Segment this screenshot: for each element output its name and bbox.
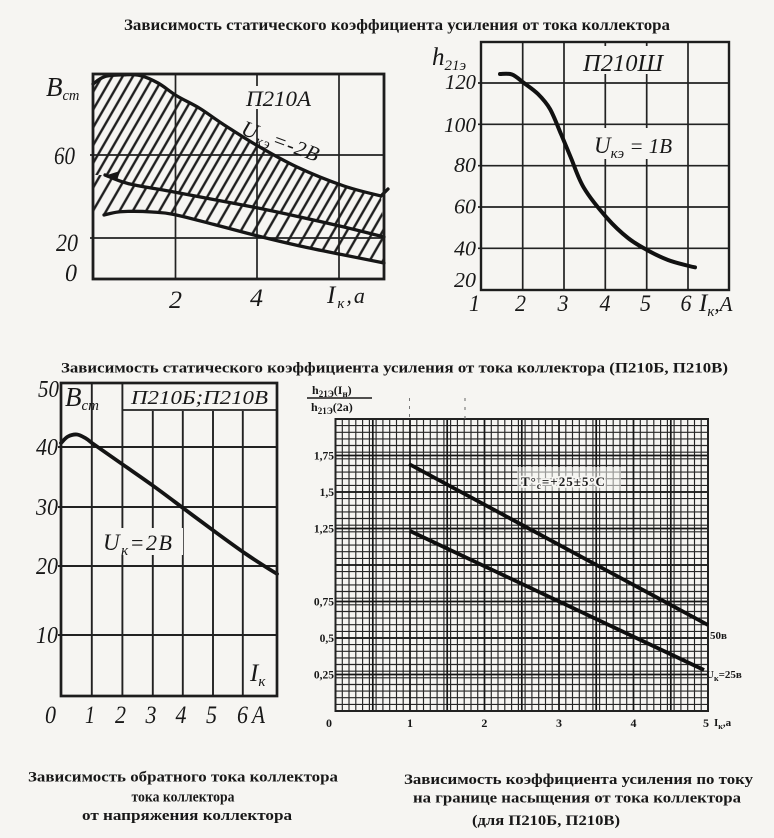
svg-text:П210Б;П210В: П210Б;П210В xyxy=(130,387,268,409)
svg-text:А: А xyxy=(250,702,265,729)
svg-text:20: 20 xyxy=(56,230,78,257)
svg-text:2: 2 xyxy=(169,287,182,314)
svg-text:h21Э(2а): h21Э(2а) xyxy=(311,400,353,416)
svg-text:3: 3 xyxy=(557,291,569,316)
svg-text:(для П210Б, П210В): (для П210Б, П210В) xyxy=(472,813,620,829)
svg-text:Зависимость статического коэфф: Зависимость статического коэффициента ус… xyxy=(61,361,728,377)
svg-text:h21Э(Iн): h21Э(Iн) xyxy=(312,383,352,399)
svg-text:Iк,a: Iк,a xyxy=(326,282,367,312)
svg-text:Bст: Bст xyxy=(46,72,79,104)
svg-text:тока коллектора: тока коллектора xyxy=(132,790,235,806)
svg-text:1,5: 1,5 xyxy=(320,487,335,499)
svg-text:4: 4 xyxy=(176,702,187,729)
svg-text:1,25: 1,25 xyxy=(314,524,334,536)
svg-text:20: 20 xyxy=(36,554,58,580)
svg-text:Зависимость статического коэфф: Зависимость статического коэффициента ус… xyxy=(124,17,670,34)
svg-text:Bст: Bст xyxy=(65,382,99,414)
svg-text:Зависимость коэффициента усиле: Зависимость коэффициента усиления по ток… xyxy=(404,772,754,788)
svg-text:1: 1 xyxy=(469,291,480,316)
svg-text:5: 5 xyxy=(703,716,709,730)
svg-text:П210А: П210А xyxy=(245,86,312,111)
svg-text:4: 4 xyxy=(250,285,263,312)
svg-text:1: 1 xyxy=(85,702,95,729)
svg-text:4: 4 xyxy=(600,291,611,316)
svg-text:Iк,а: Iк,а xyxy=(714,717,732,731)
svg-text:30: 30 xyxy=(35,495,58,521)
svg-text:50: 50 xyxy=(38,377,59,403)
svg-text:0,25: 0,25 xyxy=(314,670,334,682)
svg-text:1,75: 1,75 xyxy=(314,451,334,463)
svg-text:1: 1 xyxy=(407,716,413,730)
svg-text:Uк=25в: Uк=25в xyxy=(706,669,742,683)
svg-text:5: 5 xyxy=(206,702,217,729)
svg-text:2: 2 xyxy=(481,716,487,730)
svg-text:0: 0 xyxy=(326,716,332,730)
svg-text:4: 4 xyxy=(631,716,637,730)
svg-text:от напряжения коллектора: от напряжения коллектора xyxy=(82,808,293,824)
svg-text:Iк: Iк xyxy=(249,660,266,690)
svg-text:80: 80 xyxy=(454,153,477,177)
svg-text:40: 40 xyxy=(454,237,477,261)
svg-text:120: 120 xyxy=(445,70,476,94)
svg-text:0,5: 0,5 xyxy=(320,633,335,645)
svg-text:2: 2 xyxy=(515,291,526,316)
svg-text:П210Ш: П210Ш xyxy=(582,51,665,77)
svg-text:Uк=2В: Uк=2В xyxy=(103,530,173,559)
svg-text:2: 2 xyxy=(115,702,126,729)
svg-text:0,75: 0,75 xyxy=(314,597,334,609)
svg-text:60: 60 xyxy=(454,195,477,219)
svg-text:50в: 50в xyxy=(710,630,727,642)
svg-text:Зависимость обратного тока кол: Зависимость обратного тока коллектора xyxy=(28,770,339,786)
svg-text:Iк,А: Iк,А xyxy=(698,290,733,320)
svg-text:6: 6 xyxy=(681,291,692,316)
svg-text:Т°с=+25±5°С: Т°с=+25±5°С xyxy=(521,474,606,491)
svg-text:3: 3 xyxy=(556,716,562,730)
svg-text:6: 6 xyxy=(237,702,248,729)
svg-text:20: 20 xyxy=(454,268,477,292)
svg-text:60: 60 xyxy=(54,143,75,170)
svg-text:3: 3 xyxy=(145,702,157,729)
svg-text:10: 10 xyxy=(36,623,58,649)
svg-text:40: 40 xyxy=(36,435,58,461)
svg-text:0: 0 xyxy=(65,260,77,287)
svg-text:Uкэ = 1В: Uкэ = 1В xyxy=(594,133,672,162)
svg-text:5: 5 xyxy=(640,291,651,316)
svg-text:на границе насыщения от тока к: на границе насыщения от тока коллектора xyxy=(413,791,742,807)
svg-text:0: 0 xyxy=(45,702,56,729)
svg-text:100: 100 xyxy=(444,113,477,137)
